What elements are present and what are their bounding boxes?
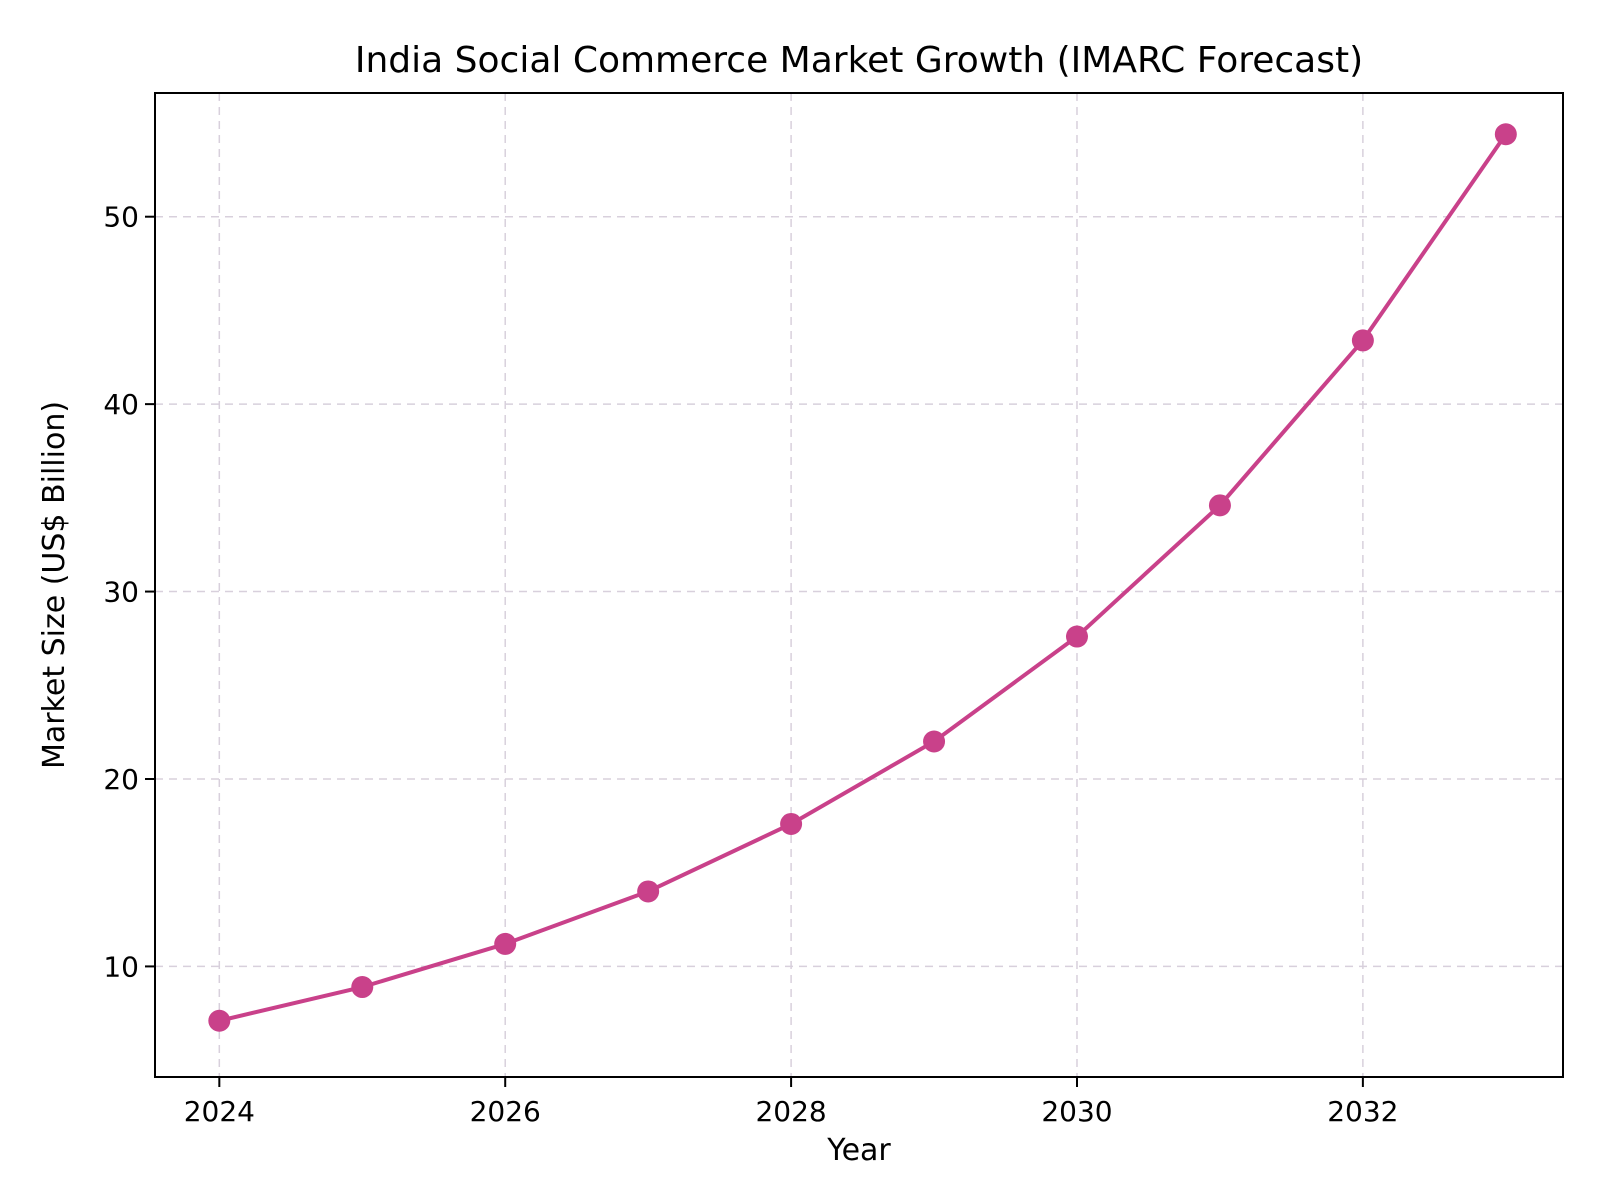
data-point-2028 <box>780 812 803 835</box>
y-axis: 10 20 30 40 50 <box>103 201 155 983</box>
x-tick-label: 2032 <box>1327 1095 1398 1128</box>
y-axis-label: Market Size (US$ Billion) <box>37 401 72 769</box>
data-point-2029 <box>923 730 946 753</box>
series <box>208 123 1517 1032</box>
x-axis-label: Year <box>826 1133 891 1168</box>
data-point-2030 <box>1065 625 1088 648</box>
data-point-2033 <box>1494 123 1517 146</box>
data-point-2031 <box>1208 494 1231 517</box>
data-point-2025 <box>351 976 374 999</box>
x-tick-label: 2024 <box>184 1095 255 1128</box>
data-point-2026 <box>494 932 517 955</box>
data-point-2027 <box>637 880 660 903</box>
series-line <box>218 133 1508 1023</box>
y-tick-label: 40 <box>103 388 139 421</box>
y-tick-label: 10 <box>103 950 139 983</box>
x-tick-label: 2028 <box>755 1095 826 1128</box>
x-tick-label: 2026 <box>470 1095 541 1128</box>
x-tick-label: 2030 <box>1041 1095 1112 1128</box>
y-tick-label: 30 <box>103 576 139 609</box>
chart-title: India Social Commerce Market Growth (IMA… <box>355 40 1363 81</box>
grid <box>155 93 1563 1077</box>
data-point-2032 <box>1351 329 1374 352</box>
x-axis: 2024 2026 2028 2030 2032 <box>184 1077 1399 1128</box>
data-point-2024 <box>208 1009 231 1032</box>
y-tick-label: 50 <box>103 201 139 234</box>
plot-frame <box>154 92 1564 1078</box>
y-tick-label: 20 <box>103 763 139 796</box>
